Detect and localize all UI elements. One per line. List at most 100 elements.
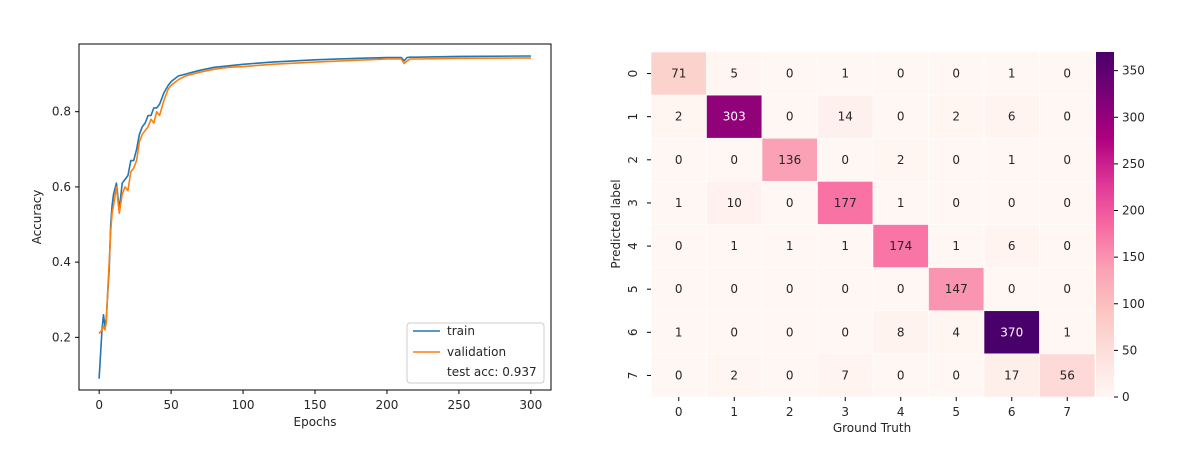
- heatmap-cell-value: 5: [730, 67, 738, 81]
- colorbar-tick-label: 0: [1122, 390, 1130, 404]
- heatmap-cell-value: 0: [1008, 282, 1016, 296]
- heatmap-cell-value: 0: [675, 153, 683, 167]
- heatmap-cell-value: 2: [952, 110, 960, 124]
- heatmap-cell-value: 2: [730, 368, 738, 382]
- heatmap-y-tick-label: 7: [626, 372, 640, 380]
- heatmap-cell-value: 0: [841, 153, 849, 167]
- heatmap-cell-value: 174: [889, 239, 912, 253]
- line-x-tick-label: 250: [447, 398, 470, 412]
- heatmap-cell-value: 0: [786, 67, 794, 81]
- heatmap-cell-value: 303: [723, 110, 746, 124]
- line-x-tick-label: 300: [519, 398, 542, 412]
- heatmap-cell-value: 8: [897, 325, 905, 339]
- line-y-tick-label: 0.8: [52, 105, 71, 119]
- heatmap-cell-value: 0: [675, 239, 683, 253]
- heatmap-x-tick-label: 2: [786, 405, 794, 419]
- heatmap-cell-value: 7: [841, 368, 849, 382]
- heatmap-cell: [1039, 51, 1096, 96]
- line-legend: train validation test acc: 0.937: [406, 322, 545, 384]
- heatmap-cell-value: 1: [1063, 325, 1071, 339]
- line-x-tick-label: 50: [163, 398, 178, 412]
- colorbar-tick-label: 300: [1122, 110, 1145, 124]
- heatmap-cell-value: 0: [841, 282, 849, 296]
- heatmap-y-tick-label: 1: [626, 113, 640, 121]
- heatmap-cell: [983, 224, 1040, 268]
- heatmap-y-tick-label: 2: [626, 156, 640, 164]
- line-y-tick-label: 0.4: [52, 255, 71, 269]
- heatmap-cell: [928, 353, 985, 398]
- heatmap-cell-value: 56: [1060, 368, 1075, 382]
- heatmap-cell-value: 0: [952, 153, 960, 167]
- heatmap-cell-value: 0: [952, 368, 960, 382]
- legend-test-accuracy-note: test acc: 0.937: [447, 365, 537, 379]
- heatmap-x-axis-ticks: 0 1 2 3 4 5 6 7: [675, 397, 1071, 419]
- heatmap-cell: [706, 137, 763, 182]
- heatmap-cell-value: 10: [727, 196, 742, 210]
- heatmap-cell: [928, 51, 985, 96]
- colorbar-tick-label: 150: [1122, 250, 1145, 264]
- heatmap-cell-value: 0: [1008, 196, 1016, 210]
- heatmap-cell-value: 0: [1063, 67, 1071, 81]
- heatmap-cell: [650, 51, 707, 96]
- heatmap-cell: [1039, 137, 1096, 182]
- heatmap-x-axis-label: Ground Truth: [833, 421, 911, 435]
- line-y-tick-label: 0.6: [52, 180, 71, 194]
- heatmap-cell-value: 6: [1008, 239, 1016, 253]
- heatmap-cell: [761, 51, 818, 96]
- heatmap-cell: [983, 137, 1040, 182]
- heatmap-cell: [872, 137, 929, 182]
- line-x-axis-ticks: 0 50 100 150 200 250 300: [95, 390, 542, 412]
- heatmap-colorbar: 0 50 100 150 200 250 300 350: [1096, 52, 1145, 404]
- heatmap-y-tick-label: 4: [626, 242, 640, 250]
- heatmap-cell-value: 2: [675, 110, 683, 124]
- heatmap-cell: [928, 137, 985, 182]
- heatmap-cell: [650, 310, 707, 355]
- heatmap-cell-value: 147: [945, 282, 968, 296]
- heatmap-cell: [928, 94, 985, 139]
- heatmap-cell: [1039, 224, 1096, 268]
- heatmap-cell-value: 0: [675, 282, 683, 296]
- heatmap-cell-value: 1: [897, 196, 905, 210]
- heatmap-cell: [1039, 94, 1096, 139]
- heatmap-cell-value: 0: [1063, 196, 1071, 210]
- heatmap-y-tick-label: 0: [626, 70, 640, 78]
- colorbar-tick-label: 200: [1122, 204, 1145, 218]
- heatmap-cell-value: 177: [834, 196, 857, 210]
- heatmap-cell-value: 1: [786, 239, 794, 253]
- heatmap-cell-value: 0: [786, 110, 794, 124]
- heatmap-cell-value: 0: [897, 110, 905, 124]
- heatmap-cell: [706, 310, 763, 355]
- heatmap-x-tick-label: 1: [730, 405, 738, 419]
- line-y-axis-ticks: 0.2 0.4 0.6 0.8: [52, 105, 79, 344]
- heatmap-cell: [706, 181, 763, 225]
- heatmap-x-tick-label: 3: [841, 405, 849, 419]
- heatmap-cell: [761, 224, 818, 268]
- line-series-group: [98, 55, 531, 379]
- heatmap-cell-value: 1: [841, 239, 849, 253]
- line-y-axis-label: Accuracy: [30, 190, 44, 245]
- colorbar-tick-label: 250: [1122, 157, 1145, 171]
- heatmap-cell-value: 1: [675, 325, 683, 339]
- heatmap-y-tick-label: 3: [626, 199, 640, 207]
- line-y-tick-label: 0.2: [52, 330, 71, 344]
- colorbar-ticks: 0 50 100 150 200 250 300 350: [1114, 64, 1145, 404]
- heatmap-cell-value: 0: [786, 196, 794, 210]
- line-x-axis-label: Epochs: [294, 415, 337, 429]
- series-line-validation: [98, 57, 531, 335]
- heatmap-cell-value: 0: [952, 67, 960, 81]
- heatmap-cell: [650, 181, 707, 225]
- heatmap-cell: [928, 267, 985, 312]
- colorbar-gradient: [1096, 52, 1114, 397]
- heatmap-cell: [872, 353, 929, 398]
- heatmap-cell: [650, 267, 707, 312]
- heatmap-cell-value: 0: [897, 67, 905, 81]
- heatmap-cell: [817, 267, 874, 312]
- heatmap-cell-value: 0: [1063, 239, 1071, 253]
- heatmap-cell-value: 0: [897, 282, 905, 296]
- heatmap-cell: [983, 353, 1040, 398]
- heatmap-cell-value: 4: [952, 325, 960, 339]
- line-x-tick-label: 150: [304, 398, 327, 412]
- heatmap-cell: [761, 94, 818, 139]
- colorbar-tick-label: 100: [1122, 297, 1145, 311]
